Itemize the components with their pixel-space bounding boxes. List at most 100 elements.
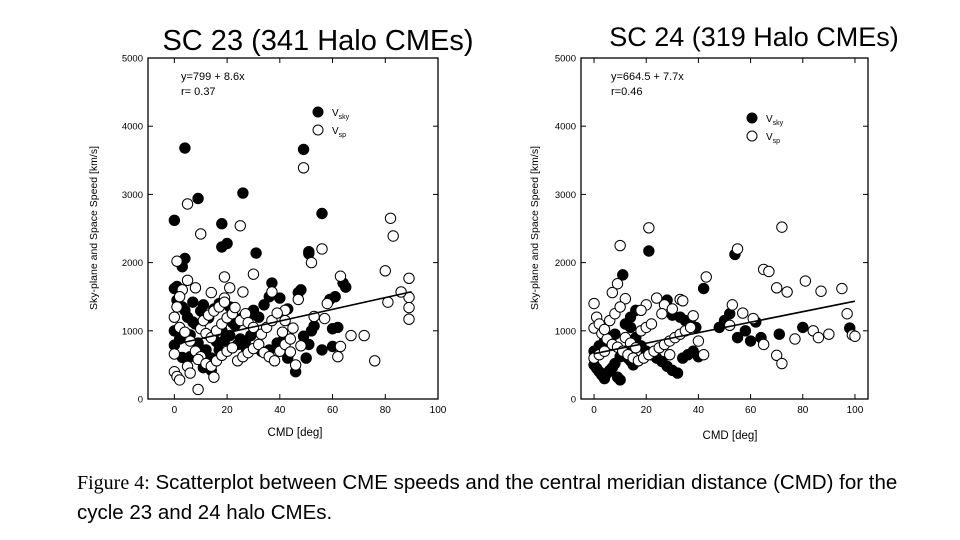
data-point (645, 318, 658, 330)
data-point (216, 218, 228, 230)
data-point (247, 268, 260, 280)
data-point (316, 344, 328, 356)
data-point (287, 322, 299, 334)
data-point (305, 256, 318, 269)
data-point (192, 192, 204, 205)
y-axis-label: Sky-plane and Space Speed [km/s] (529, 146, 541, 310)
data-point (812, 331, 825, 344)
fit-line (593, 300, 856, 355)
chart-title: SC 24 (319 Halo CMEs) (609, 22, 899, 52)
y-tick-label: 4000 (122, 122, 143, 133)
legend-label: Vsp (766, 132, 780, 145)
x-tick-label: 40 (693, 405, 705, 416)
data-point (297, 162, 310, 174)
data-point (697, 282, 710, 295)
data-point (237, 187, 249, 199)
data-point (234, 220, 246, 232)
data-point (340, 281, 352, 293)
data-point (770, 349, 783, 362)
data-point (776, 221, 788, 233)
data-point (776, 357, 788, 370)
data-point (836, 282, 848, 295)
y-tick-label: 5000 (555, 54, 576, 65)
x-tick-label: 20 (641, 405, 653, 416)
data-point (770, 282, 783, 294)
legend: Vsky Vsp (746, 112, 784, 145)
x-axis-label: CMD [deg] (703, 430, 758, 442)
legend: Vsky Vsp (312, 106, 350, 139)
fit-line (174, 290, 412, 346)
plot-frame (580, 57, 869, 400)
data-point (295, 340, 307, 352)
data-point (229, 301, 241, 314)
chart-sc23: SC 23 (341 Halo CMEs) 010002000300040005… (88, 25, 474, 439)
legend-label: Vsp (332, 126, 346, 139)
data-point (297, 330, 310, 342)
data-point (384, 212, 397, 224)
data-point (650, 292, 663, 304)
data-point (192, 383, 204, 396)
data-points (168, 142, 415, 396)
data-point (614, 374, 626, 386)
data-point (403, 301, 415, 314)
data-point (205, 286, 217, 299)
data-point (292, 293, 304, 306)
data-point (268, 355, 281, 367)
y-tick-label: 1000 (122, 326, 143, 337)
figure-caption: Figure 4: Scatterplot between CME speeds… (77, 468, 937, 527)
data-point (218, 271, 231, 283)
data-point (617, 269, 629, 281)
data-point (295, 284, 307, 296)
data-point (369, 355, 381, 367)
data-point (218, 296, 231, 308)
data-point (643, 245, 655, 257)
data-point (316, 207, 328, 220)
data-point (318, 312, 331, 325)
data-point (611, 278, 624, 290)
legend-marker (746, 112, 758, 124)
data-point (345, 329, 357, 342)
legend-marker (312, 106, 324, 118)
data-point (332, 351, 344, 363)
data-point (763, 265, 775, 278)
x-tick-label: 20 (222, 405, 234, 416)
data-point (403, 272, 415, 284)
data-point (677, 295, 689, 307)
data-point (308, 320, 320, 332)
data-point (731, 331, 744, 344)
legend-marker (312, 124, 324, 136)
data-point (797, 321, 809, 334)
data-point (300, 352, 312, 364)
caption-label: Figure 4: (77, 472, 150, 494)
data-point (173, 374, 186, 386)
x-axis-label: CMD [deg] (268, 427, 323, 439)
charts-canvas: SC 23 (341 Halo CMEs) 010002000300040005… (88, 22, 899, 442)
data-point (195, 228, 207, 240)
data-point (171, 301, 183, 313)
data-point (284, 333, 297, 345)
data-point (237, 286, 249, 298)
legend-marker (746, 130, 758, 142)
y-tick-label: 4000 (555, 122, 576, 133)
data-point (588, 297, 600, 310)
y-tick-label: 0 (138, 395, 143, 406)
data-point (168, 214, 181, 227)
plot-frame (147, 57, 439, 400)
fit-line-group (593, 300, 856, 355)
y-ticks: 0 1000 2000 3000 4000 5000 (122, 54, 438, 406)
data-point (815, 285, 827, 297)
data-point (316, 243, 328, 255)
data-point (321, 297, 333, 310)
fit-equation: y=664.5 + 7.7x (611, 71, 684, 83)
data-point (789, 333, 801, 345)
data-point (614, 239, 626, 252)
data-point (671, 367, 684, 379)
data-point (171, 255, 183, 267)
fit-line-group (174, 290, 412, 346)
data-point (403, 313, 415, 325)
data-point (208, 371, 220, 383)
fit-equation: y=799 + 8.6x (181, 71, 245, 83)
x-tick-label: 0 (172, 405, 178, 416)
y-tick-label: 1000 (555, 326, 576, 337)
data-point (773, 328, 785, 340)
